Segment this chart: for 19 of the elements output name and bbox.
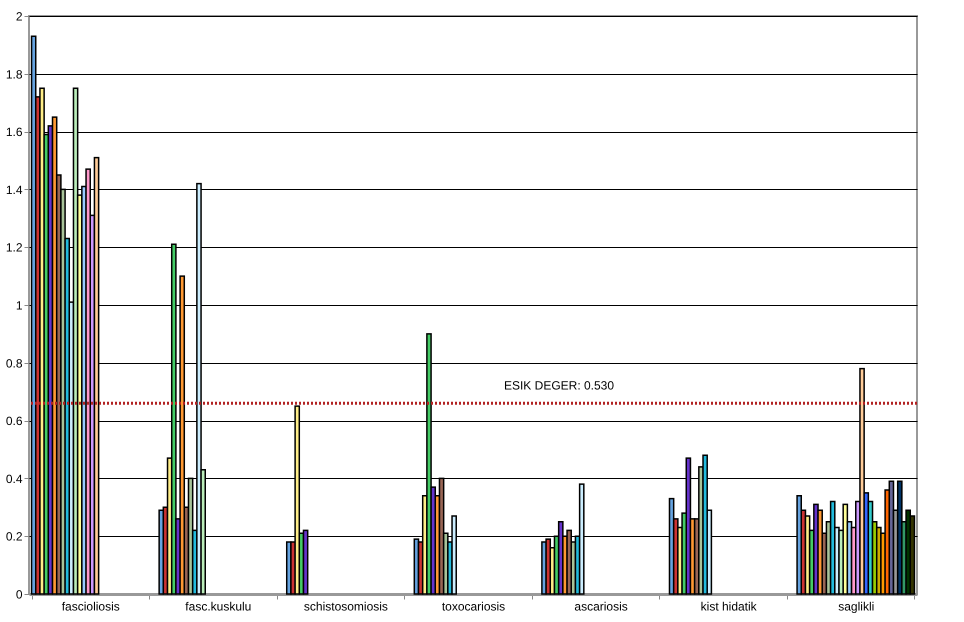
y-tick-label: 0.6 [6,414,23,428]
y-tick-label: 0.8 [6,356,23,370]
x-tick-label: fascioliosis [62,600,120,614]
y-tick-label: 1.6 [6,125,23,140]
y-tick-label: 1.8 [6,67,23,82]
y-tick-label: 1.4 [6,182,23,197]
annotation: ESIK DEGER: 0.530 [504,378,614,392]
x-tick-label: saglikli [838,600,874,614]
y-tick-label: 0 [16,588,23,602]
y-tick-label: 0.2 [6,530,23,544]
x-tick-label: kist hidatik [700,600,758,614]
x-tick-label: ascariosis [574,600,628,614]
x-tick-label: toxocariosis [442,600,506,614]
y-tick-label: 2 [16,10,23,24]
y-tick-label: 1 [16,298,23,312]
x-tick-label: schistosomiosis [304,600,388,614]
x-tick-label: fasc.kuskulu [185,600,252,614]
y-tick-label: 1.2 [6,240,23,255]
y-tick-label: 0.4 [6,472,23,486]
